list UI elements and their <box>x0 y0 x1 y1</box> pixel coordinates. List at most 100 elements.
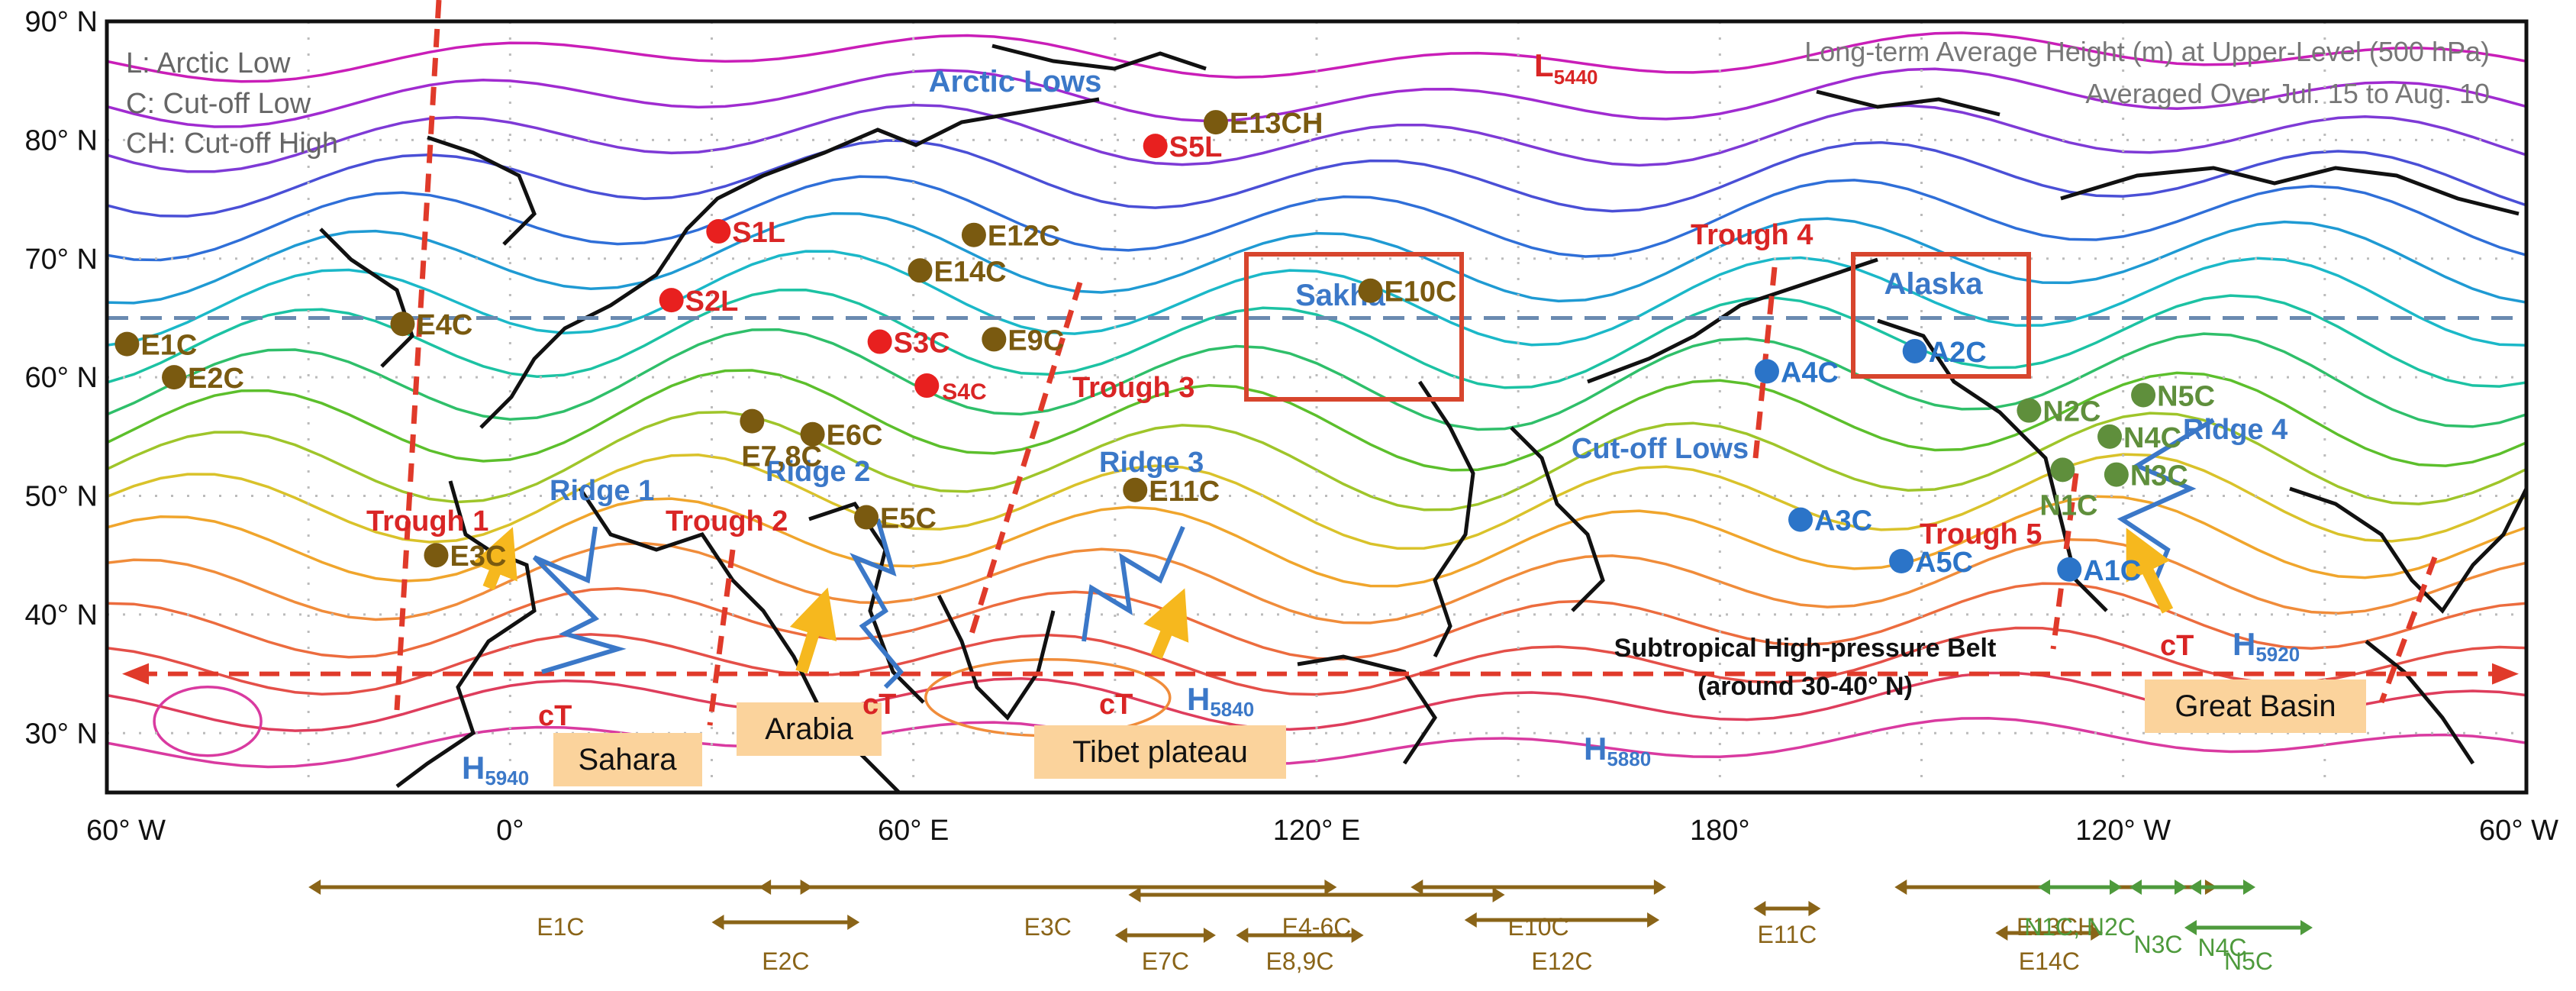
ct-label-2: cT <box>862 689 896 721</box>
alaska-box <box>1851 252 2031 379</box>
great-basin-label: Great Basin <box>2175 689 2336 723</box>
latitude-tick: 30° N <box>25 718 98 750</box>
range-arrowhead-right <box>1647 912 1660 928</box>
tibet-label: Tibet plateau <box>1072 735 1248 769</box>
ridge-3-axis <box>1082 525 1185 642</box>
contour-line <box>107 582 2526 660</box>
trough-2-axis <box>707 549 736 726</box>
h5880-label: H5880 <box>1584 731 1651 770</box>
event-marker-e2c <box>162 365 187 390</box>
event-label: N4C <box>2123 422 2181 454</box>
trough-3-label: Trough 3 <box>1072 372 1195 404</box>
range-label: E1C <box>537 913 584 941</box>
range-label: N5C <box>2224 947 2273 975</box>
event-label: E6C <box>827 420 883 452</box>
map-title-line2: Averaged Over Jul. 15 to Aug. 10 <box>2085 78 2490 109</box>
ct-arrow-4 <box>2126 528 2174 614</box>
h5840-label: H5840 <box>1187 681 1254 721</box>
event-label: E13CH <box>1230 108 1323 140</box>
longitude-tick: 60° W <box>86 815 166 847</box>
latitude-tick: 50° N <box>25 481 98 513</box>
event-marker-a3c <box>1788 507 1813 532</box>
range-arrowhead-right <box>1492 887 1505 902</box>
event-marker-a4c <box>1754 359 1779 384</box>
legend-ch: CH: Cut-off High <box>126 128 338 160</box>
longitude-tick: 60° W <box>2479 815 2558 847</box>
belt-arrowhead-left <box>122 663 149 685</box>
range-e12c: E12C <box>1464 912 1660 975</box>
contour-line <box>107 289 2526 389</box>
range-e14c: E14C <box>1995 925 2104 975</box>
event-marker-n4c <box>2097 424 2123 449</box>
longitude-tick: 120° E <box>1273 815 1361 847</box>
contour-line <box>107 211 2526 305</box>
event-label: E10C <box>1384 276 1456 308</box>
ridge-2-label: Ridge 2 <box>766 456 870 488</box>
subtropical-belt-sublabel: (around 30-40° N) <box>1697 672 1913 701</box>
range-arrowhead-left <box>1236 928 1249 943</box>
event-label: A2C <box>1929 337 1987 369</box>
event-marker-s5l <box>1143 134 1168 159</box>
range-arrowhead-left <box>2184 920 2197 935</box>
event-marker-n5c <box>2131 383 2156 408</box>
range-arrowhead-left <box>1995 925 2008 941</box>
range-e8-9c: E8,9C <box>1236 928 1364 975</box>
range-label: E13CH <box>2017 913 2095 941</box>
range-label: E2C <box>762 947 809 975</box>
contour-line <box>107 328 2526 431</box>
range-e1c: E1C <box>308 880 813 941</box>
range-arrowhead-left <box>2189 880 2201 895</box>
event-label: N2C <box>2042 396 2100 428</box>
range-e3c: E3C <box>759 880 1337 941</box>
latitude-tick: 70° N <box>25 244 98 276</box>
range-n3c: N3C <box>2129 880 2187 958</box>
latitude-tick-labels: 90° N 80° N 70° N 60° N 50° N 40° N 30° N <box>25 6 98 750</box>
range-arrowhead-left <box>2038 880 2050 895</box>
cutoff-lows-label: Cut-off Lows <box>1572 433 1749 465</box>
range-arrowhead-left <box>1464 912 1477 928</box>
event-marker-e1c <box>114 331 140 357</box>
range-label: E10C <box>1508 913 1569 941</box>
range-n4c: N4C <box>2189 880 2255 961</box>
trough-extra-axis <box>2378 556 2438 704</box>
event-label: N5C <box>2157 380 2215 412</box>
contour-line <box>107 626 2526 696</box>
range-n1c-n2c: N1C, N2C <box>2024 880 2136 941</box>
legend-block: L: Arctic Low C: Cut-off Low CH: Cut-off… <box>126 47 338 160</box>
alaska-label: Alaska <box>1884 267 1984 301</box>
h5940-label: H5940 <box>462 750 529 789</box>
event-label: S3C <box>894 328 950 360</box>
event-marker-e4c <box>390 312 415 337</box>
range-arrowhead-right <box>1653 880 1666 895</box>
arctic-lows-label: Arctic Lows <box>929 65 1102 98</box>
legend-l: L: Arctic Low <box>126 47 291 79</box>
event-label: E12C <box>988 221 1060 253</box>
event-label: S4C <box>942 379 986 405</box>
belt-arrowhead-right <box>2492 663 2519 685</box>
event-label: A1C <box>2083 555 2141 587</box>
great-basin-bg <box>2145 679 2366 733</box>
contour-line <box>107 67 2526 128</box>
range-e4-6c: E4-6C <box>1128 887 1505 941</box>
range-label: E14C <box>2019 947 2080 975</box>
high-labels: H5940 H5840 H5880 H5920 <box>462 626 2300 789</box>
event-marker-n2c <box>2017 398 2042 423</box>
plot-frame <box>105 19 2529 795</box>
event-label: E11C <box>1149 476 1220 508</box>
ridge-4-label: Ridge 4 <box>2183 414 2287 446</box>
latitude-tick: 90° N <box>25 6 98 38</box>
ct-arrow-3 <box>1143 588 1189 660</box>
sahara-bg <box>553 733 702 786</box>
event-marker-s2l <box>659 288 684 313</box>
event-marker-e12c <box>961 222 986 247</box>
ridge-2-axis <box>850 518 904 689</box>
subtropical-belt-label: Subtropical High-pressure Belt <box>1614 634 1997 663</box>
ct-arrow-2 <box>789 587 837 674</box>
event-label: E7,8C <box>741 441 822 473</box>
contour-line <box>107 250 2526 347</box>
longitude-tick: 120° W <box>2075 815 2171 847</box>
longitude-tick-labels: 60° W 0° 60° E 120° E 180° 120° W 60° W <box>86 815 2558 847</box>
event-marker-a1c <box>2057 557 2082 582</box>
range-label: E11C <box>1758 921 1817 948</box>
